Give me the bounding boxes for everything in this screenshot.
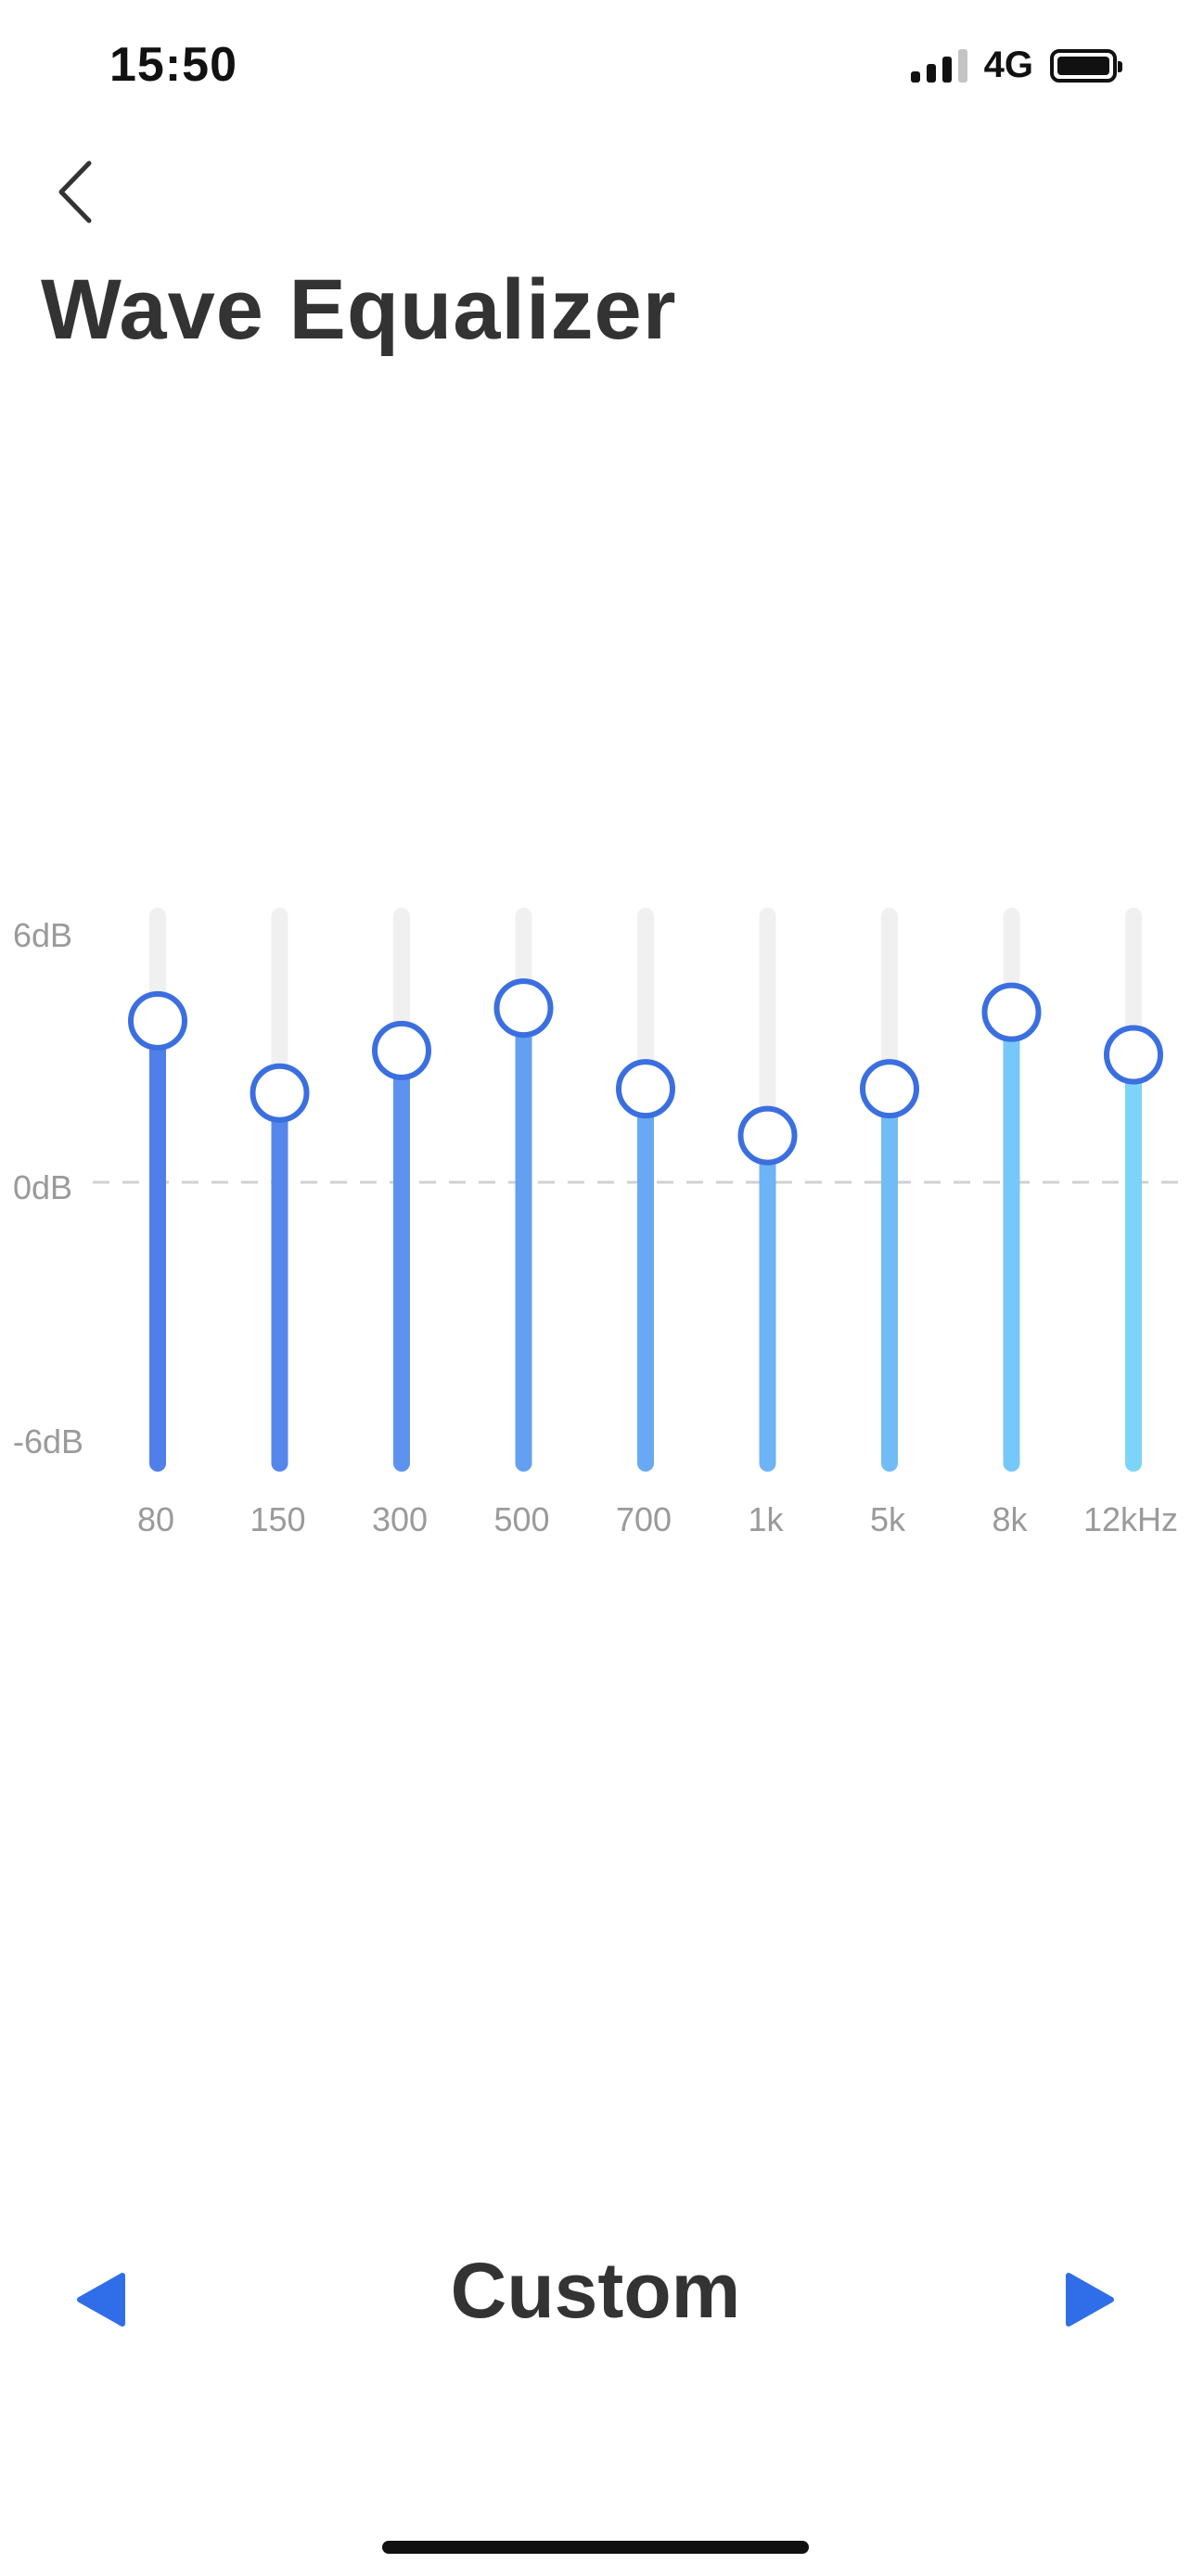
battery-nub: [1118, 60, 1122, 72]
status-indicators: 4G: [910, 45, 1122, 86]
slider-knob[interactable]: [128, 990, 187, 1051]
slider-knob[interactable]: [493, 978, 554, 1039]
db-label-top: 6dB: [13, 916, 73, 954]
status-time: 15:50: [109, 38, 237, 92]
frequency-label: 150: [250, 1500, 306, 1538]
frequency-label: 12kHz: [1082, 1500, 1179, 1538]
frequency-label: 80: [136, 1500, 175, 1538]
signal-bar: [941, 56, 952, 83]
eq-band-slider[interactable]: [981, 908, 1042, 1472]
eq-band-slider[interactable]: [372, 908, 431, 1472]
equalizer-panel: 6dB 0dB -6dB: [0, 835, 1191, 1576]
status-bar: 15:50 4G: [0, 0, 1191, 139]
previous-preset-button[interactable]: [65, 2263, 139, 2337]
slider-knob[interactable]: [372, 1020, 431, 1080]
triangle-left-icon: [77, 2273, 125, 2327]
cellular-signal-icon: [910, 48, 967, 83]
signal-bar: [926, 63, 936, 83]
home-indicator: [382, 2541, 809, 2554]
eq-band-slider[interactable]: [493, 908, 554, 1472]
back-button[interactable]: [37, 148, 121, 232]
slider-knob[interactable]: [250, 1063, 310, 1123]
next-preset-button[interactable]: [1052, 2263, 1126, 2337]
eq-band-slider[interactable]: [616, 908, 675, 1472]
frequency-label: 1k: [748, 1500, 784, 1538]
db-label-bottom: -6dB: [13, 1422, 84, 1460]
signal-bar: [910, 70, 920, 83]
slider-knob[interactable]: [737, 1105, 798, 1166]
eq-band-slider[interactable]: [737, 908, 798, 1472]
triangle-right-icon: [1066, 2273, 1114, 2327]
equalizer-sliders: [93, 908, 1191, 1472]
frequency-label: 500: [493, 1500, 550, 1538]
slider-knob[interactable]: [1104, 1025, 1163, 1085]
frequency-label: 300: [371, 1500, 429, 1538]
frequency-label: 5k: [869, 1500, 906, 1538]
eq-band-slider[interactable]: [250, 908, 310, 1472]
preset-name: Custom: [450, 2247, 741, 2334]
slider-knob[interactable]: [981, 982, 1042, 1042]
db-label-zero: 0dB: [13, 1168, 73, 1206]
battery-fill: [1057, 56, 1109, 75]
frequency-label: 8k: [992, 1500, 1028, 1538]
slider-knob[interactable]: [616, 1059, 675, 1119]
chevron-left-icon: [58, 160, 92, 223]
frequency-label: 700: [615, 1500, 672, 1538]
frequency-labels: 80 150 300 500 700 1k 5k 8k 12kHz: [0, 1500, 1191, 1556]
eq-band-slider[interactable]: [1104, 908, 1163, 1472]
network-type: 4G: [983, 45, 1033, 85]
eq-band-slider[interactable]: [860, 908, 919, 1472]
slider-knob[interactable]: [860, 1059, 919, 1119]
battery-icon: [1050, 48, 1122, 83]
signal-bar: [957, 48, 967, 83]
preset-selector: Custom: [0, 2225, 1191, 2355]
eq-band-slider[interactable]: [128, 908, 187, 1472]
page-title: Wave Equalizer: [41, 262, 677, 357]
